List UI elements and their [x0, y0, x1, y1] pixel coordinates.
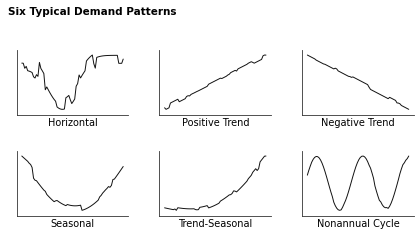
X-axis label: Nonannual Cycle: Nonannual Cycle: [317, 218, 400, 229]
X-axis label: Trend-Seasonal: Trend-Seasonal: [178, 218, 252, 229]
X-axis label: Positive Trend: Positive Trend: [181, 118, 249, 127]
X-axis label: Horizontal: Horizontal: [48, 118, 97, 127]
X-axis label: Negative Trend: Negative Trend: [321, 118, 395, 127]
Text: Six Typical Demand Patterns: Six Typical Demand Patterns: [8, 7, 177, 17]
X-axis label: Seasonal: Seasonal: [51, 218, 94, 229]
